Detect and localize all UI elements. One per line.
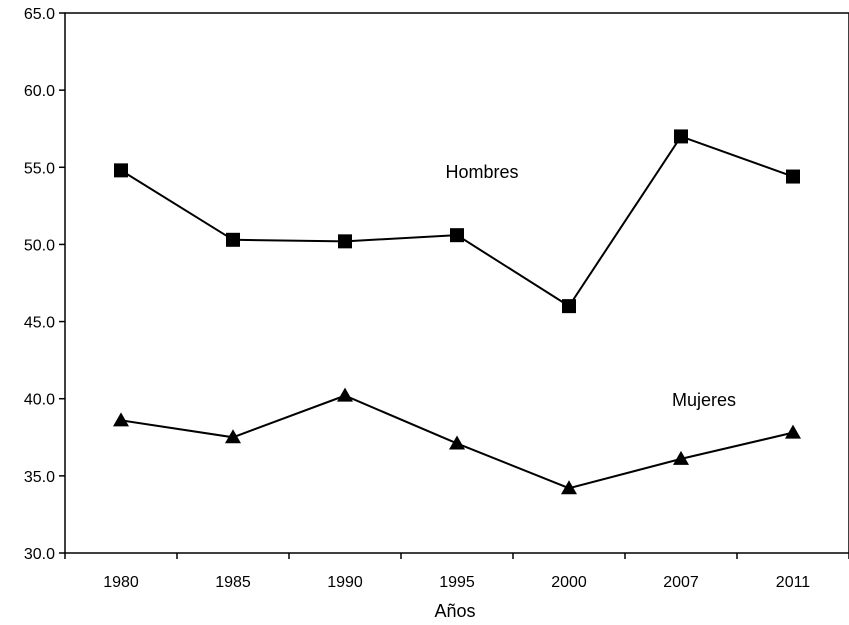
data-point-hombres [338,234,352,249]
data-point-hombres [562,299,576,314]
series-layer [113,129,801,495]
series-label-mujeres: Mujeres [672,390,736,410]
x-tick-label: 1995 [439,574,475,591]
data-point-mujeres [225,429,241,444]
data-point-hombres [450,228,464,243]
data-point-mujeres [113,412,129,427]
data-point-hombres [114,163,128,178]
plot-area [64,12,849,554]
y-tick-label: 35.0 [24,469,55,486]
plot-frame [64,12,849,554]
series-mujeres [113,387,801,495]
x-tick-label: 1990 [327,574,363,591]
series-label-hombres: Hombres [445,162,518,182]
x-tick-label: 2000 [551,574,587,591]
axes-layer: 30.0 35.0 40.0 45.0 50.0 55.0 60.0 65.0 1980 1985… [24,6,849,591]
y-tick-label: 55.0 [24,160,55,177]
y-tick-label: 30.0 [24,546,55,563]
data-point-mujeres [561,480,577,495]
data-point-mujeres [785,424,801,439]
data-point-hombres [226,232,240,247]
y-tick-label: 60.0 [24,83,55,100]
data-point-mujeres [673,450,689,465]
y-tick-label: 50.0 [24,237,55,254]
y-tick-label: 45.0 [24,315,55,332]
x-axis-title: Años [434,601,475,621]
x-tick-label: 2007 [663,574,699,591]
data-point-mujeres [337,387,353,402]
x-tick-label: 1980 [103,574,139,591]
x-tick-label: 1985 [215,574,251,591]
y-tick-label: 40.0 [24,392,55,409]
data-point-hombres [674,129,688,144]
data-point-mujeres [449,435,465,450]
x-tick-label: 2011 [776,574,811,591]
data-point-hombres [786,169,800,184]
y-tick-label: 65.0 [24,6,55,23]
series-hombres [114,129,800,314]
